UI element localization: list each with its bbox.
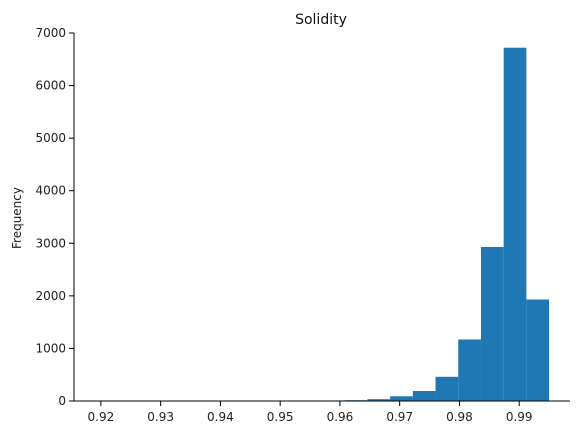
x-tick-label: 0.99 [506, 410, 533, 424]
x-tick-label: 0.96 [327, 410, 354, 424]
x-axis-ticks: 0.92 0.93 0.94 0.95 0.96 0.97 0.98 0.99 [88, 401, 533, 424]
histogram-bar [480, 246, 504, 401]
histogram-bar [367, 399, 391, 401]
y-axis-label: Frequency [10, 187, 24, 249]
x-tick-label: 0.94 [207, 410, 234, 424]
histogram-bar [458, 339, 481, 401]
histogram-bars [94, 47, 550, 401]
x-tick-label: 0.93 [147, 410, 174, 424]
histogram-bar [390, 396, 413, 401]
y-tick-label: 3000 [35, 236, 66, 250]
y-axis-ticks: 0 1000 2000 3000 4000 5000 6000 7000 [35, 26, 74, 408]
chart-title: Solidity [295, 12, 347, 28]
y-tick-label: 5000 [35, 131, 66, 145]
y-tick-label: 0 [58, 394, 66, 408]
x-tick-label: 0.97 [386, 410, 413, 424]
histogram-bar [412, 391, 436, 401]
histogram-bar [526, 299, 550, 401]
x-tick-label: 0.92 [88, 410, 115, 424]
y-tick-label: 2000 [35, 289, 66, 303]
y-tick-label: 6000 [35, 79, 66, 93]
y-tick-label: 7000 [35, 26, 66, 40]
x-tick-label: 0.95 [267, 410, 294, 424]
y-tick-label: 4000 [35, 184, 66, 198]
y-tick-label: 1000 [35, 341, 66, 355]
x-tick-label: 0.98 [446, 410, 473, 424]
histogram-bar [503, 47, 527, 401]
histogram-bar [435, 376, 459, 401]
